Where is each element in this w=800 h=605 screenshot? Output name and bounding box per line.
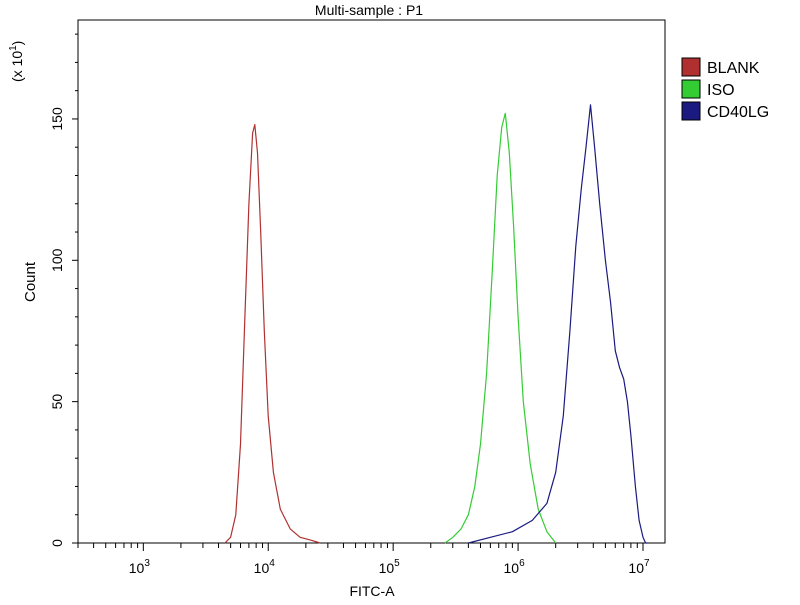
x-tick-exp: 4 [269, 558, 275, 569]
y-axis-label: Count [22, 261, 39, 302]
x-axis: 103 104 105 106 107 [77, 543, 650, 576]
x-tick-base: 10 [379, 560, 395, 576]
x-tick-base: 10 [254, 560, 270, 576]
y-multiplier-label: (x 101) [8, 41, 25, 82]
x-tick-label: 103 [129, 558, 151, 576]
x-axis-label: FITC-A [349, 583, 395, 599]
y-tick-label: 0 [49, 539, 65, 547]
x-tick-label: 104 [254, 558, 276, 576]
x-tick-base: 10 [628, 560, 644, 576]
x-tick-exp: 5 [394, 558, 400, 569]
legend-swatch-cd40lg [681, 101, 701, 121]
legend-swatch-iso [681, 79, 701, 99]
x-tick-exp: 7 [644, 558, 650, 569]
series-line-cd40lg [468, 104, 649, 544]
y-multiplier-text: (x 10 [9, 51, 25, 82]
series-layer [224, 104, 649, 544]
y-axis: 0 50 100 150 [49, 33, 78, 547]
plot-frame [77, 19, 666, 544]
series-line-blank [224, 123, 321, 544]
y-tick-label: 100 [49, 248, 65, 272]
y-tick-label: 50 [49, 394, 65, 410]
x-tick-label: 105 [379, 558, 401, 576]
series-line-iso [444, 112, 557, 544]
legend-label-blank: BLANK [707, 60, 760, 77]
x-tick-label: 106 [504, 558, 526, 576]
legend-swatch-blank [681, 57, 701, 77]
x-tick-label: 107 [628, 558, 650, 576]
y-multiplier-exp: 1 [8, 45, 19, 51]
x-tick-base: 10 [504, 560, 520, 576]
y-tick-label: 150 [49, 107, 65, 131]
legend-label-iso: ISO [707, 82, 735, 99]
x-tick-exp: 3 [144, 558, 150, 569]
x-tick-base: 10 [129, 560, 145, 576]
svg-text:(x 101): (x 101) [8, 41, 25, 82]
chart-title: Multi-sample : P1 [315, 2, 423, 18]
x-tick-exp: 6 [519, 558, 525, 569]
legend: BLANK ISO CD40LG [681, 57, 769, 121]
legend-label-cd40lg: CD40LG [707, 104, 769, 121]
